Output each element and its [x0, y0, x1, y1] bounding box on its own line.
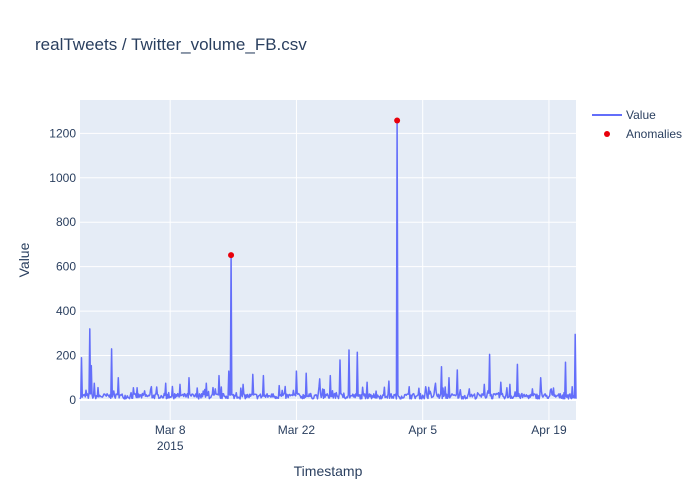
y-tick-label: 200 — [56, 349, 76, 363]
y-axis-title: Value — [16, 242, 32, 277]
y-tick-label: 600 — [56, 260, 76, 274]
legend-anomalies-label: Anomalies — [626, 127, 682, 141]
legend-item-anomalies[interactable]: Anomalies — [604, 127, 682, 141]
legend[interactable]: Value Anomalies — [592, 108, 682, 141]
anomaly-marker[interactable] — [228, 252, 235, 259]
y-axis-ticks: 0 200 400 600 800 1000 1200 — [49, 126, 76, 407]
x-tick-label: Mar 8 — [155, 423, 186, 437]
x-axis-ticks: Mar 8 2015 Mar 22 Apr 5 Apr 19 — [155, 423, 567, 453]
value-series-line — [79, 119, 577, 400]
x-tick-label: Apr 19 — [531, 423, 567, 437]
plot-area — [80, 100, 576, 420]
y-tick-label: 1200 — [49, 126, 76, 140]
legend-item-value[interactable]: Value — [592, 108, 656, 122]
x-axis-title: Timestamp — [294, 463, 363, 479]
chart-title: realTweets / Twitter_volume_FB.csv — [35, 35, 307, 54]
y-tick-label: 400 — [56, 304, 76, 318]
y-tick-label: 1000 — [49, 171, 76, 185]
x-tick-label: Apr 5 — [408, 423, 437, 437]
x-tick-year-label: 2015 — [157, 439, 184, 453]
gridlines — [80, 100, 576, 420]
legend-anomalies-swatch — [604, 131, 610, 137]
y-tick-label: 0 — [69, 393, 76, 407]
anomaly-marker[interactable] — [394, 117, 401, 124]
x-tick-label: Mar 22 — [278, 423, 316, 437]
legend-value-label: Value — [626, 108, 656, 122]
y-tick-label: 800 — [56, 215, 76, 229]
series-layer — [79, 117, 577, 400]
